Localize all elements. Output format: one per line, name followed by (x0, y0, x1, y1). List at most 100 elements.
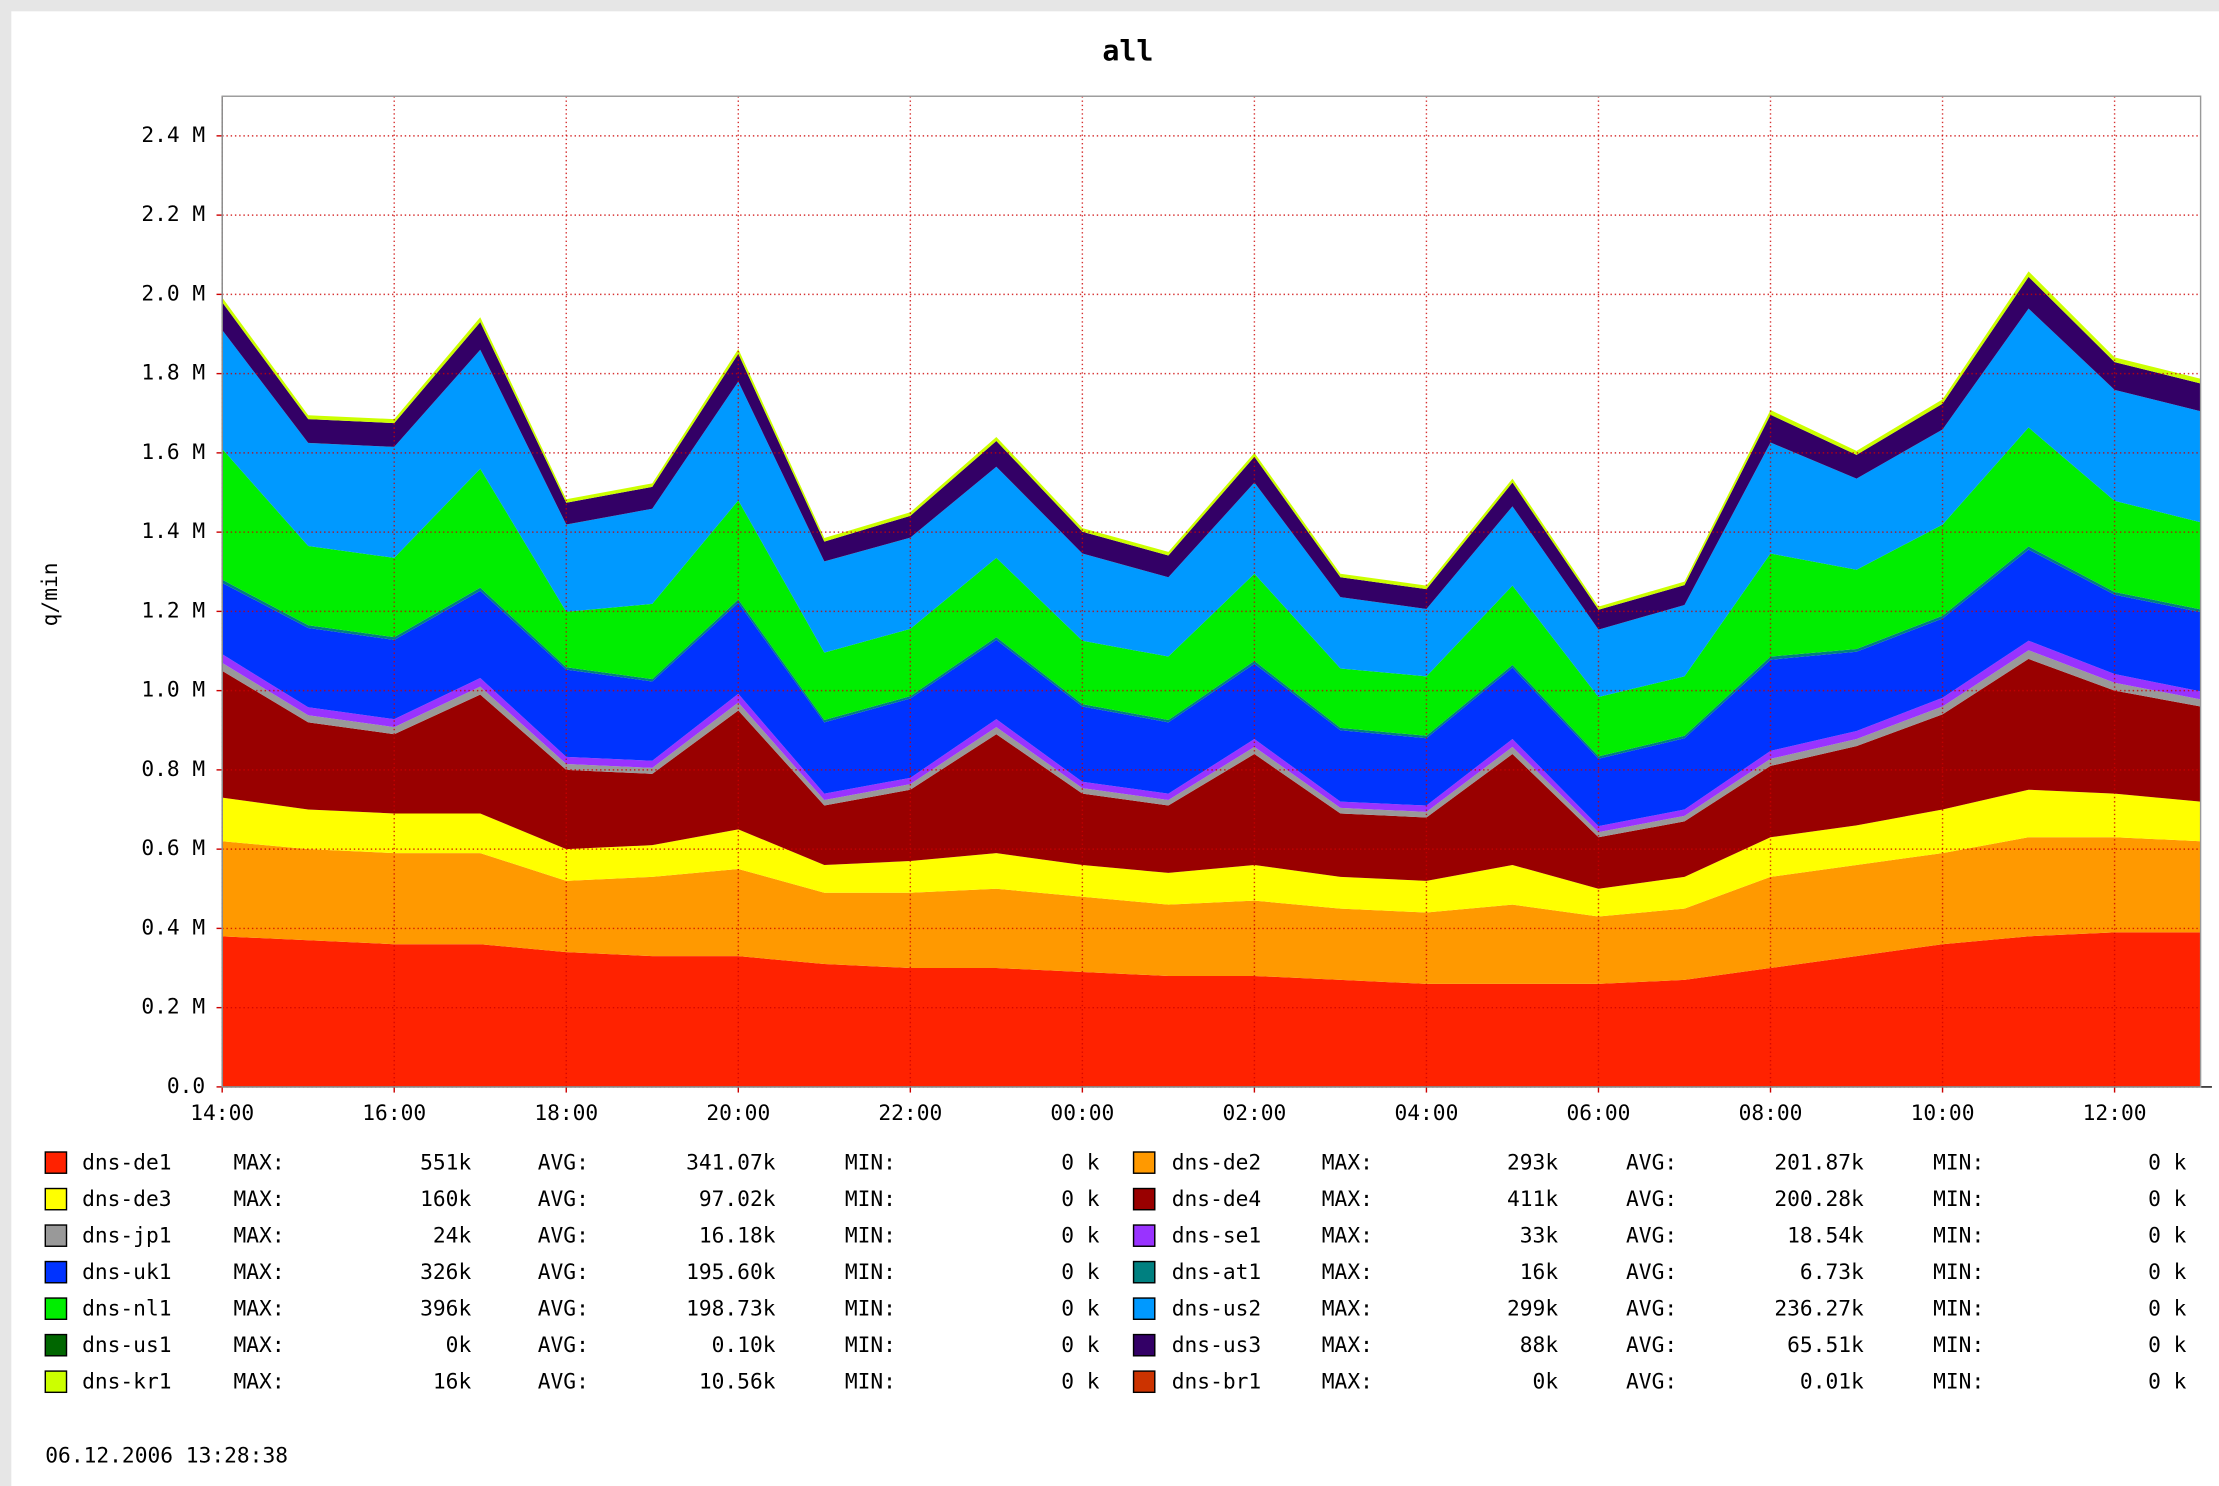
legend-swatch (1132, 1260, 1156, 1284)
legend-name: dns-jp1 (82, 1223, 171, 1248)
legend-avg: 201.87k (1774, 1150, 1864, 1175)
legend-max: 0k (1533, 1369, 1559, 1394)
footer-date: 06.12.2006 13:28:38 (45, 1443, 288, 1468)
legend-stat-label: MAX: (234, 1296, 285, 1321)
y-tick-label: 0.8 M (141, 757, 205, 782)
legend-min: 0 k (2148, 1223, 2187, 1248)
legend-max: 16k (1520, 1260, 1559, 1285)
legend-stat-label: MIN: (845, 1223, 896, 1248)
legend-stat-label: MIN: (845, 1150, 896, 1175)
x-tick-label: 04:00 (1395, 1101, 1459, 1126)
legend-stat-label: MAX: (1322, 1223, 1373, 1248)
legend-stat-label: MIN: (1933, 1260, 1984, 1285)
y-tick-label: 2.2 M (141, 202, 205, 227)
legend-stat-label: MAX: (234, 1223, 285, 1248)
legend-swatch (1132, 1297, 1156, 1320)
legend-avg: 6.73k (1800, 1260, 1864, 1285)
legend-stat-label: MAX: (234, 1187, 285, 1212)
area (222, 276, 2201, 630)
legend-max: 24k (433, 1223, 472, 1248)
legend-min: 0 k (2148, 1150, 2187, 1175)
legend-stat-label: MIN: (845, 1260, 896, 1285)
legend-swatch (44, 1224, 68, 1247)
legend-stat-label: MAX: (234, 1260, 285, 1285)
legend-avg: 97.02k (699, 1187, 776, 1212)
x-tick-label: 02:00 (1222, 1101, 1286, 1126)
legend-stat-label: AVG: (538, 1296, 589, 1321)
legend-stat-label: MIN: (1933, 1187, 1984, 1212)
legend-max: 16k (433, 1369, 472, 1394)
legend-max: 0k (446, 1333, 472, 1358)
x-tick-label: 10:00 (1911, 1101, 1975, 1126)
legend-name: dns-at1 (1172, 1260, 1261, 1285)
legend-swatch (44, 1151, 68, 1174)
legend-swatch (44, 1187, 68, 1211)
x-tick-label: 18:00 (534, 1101, 598, 1126)
legend-min: 0 k (1061, 1333, 1100, 1358)
legend-swatch (1132, 1370, 1156, 1394)
legend-stat-label: AVG: (538, 1333, 589, 1358)
legend-stat-label: AVG: (538, 1260, 589, 1285)
legend-stat-label: AVG: (1626, 1260, 1677, 1285)
area (222, 650, 2201, 838)
legend-min: 0 k (1061, 1296, 1100, 1321)
legend-name: dns-uk1 (82, 1260, 171, 1285)
legend-swatch (1132, 1187, 1156, 1211)
legend-stat-label: MIN: (845, 1333, 896, 1358)
legend-stat-label: AVG: (538, 1187, 589, 1212)
area (222, 549, 2201, 827)
legend-max: 411k (1507, 1187, 1558, 1212)
legend-stat-label: AVG: (1626, 1187, 1677, 1212)
y-tick-label: 1.4 M (141, 519, 205, 544)
y-tick-label: 1.6 M (141, 440, 205, 465)
legend-stat-label: MAX: (234, 1150, 285, 1175)
legend-avg: 0.10k (712, 1333, 776, 1358)
x-tick-label: 14:00 (190, 1101, 254, 1126)
legend-stat-label: MAX: (234, 1333, 285, 1358)
legend-swatch (44, 1370, 68, 1394)
chart-title: all (1102, 34, 1153, 67)
legend-avg: 10.56k (699, 1369, 776, 1394)
area (222, 640, 2201, 833)
legend-stat-label: MIN: (845, 1296, 896, 1321)
legend-stat-label: MIN: (1933, 1296, 1984, 1321)
legend-stat-label: MIN: (1933, 1150, 1984, 1175)
legend-swatch (44, 1297, 68, 1320)
legend-min: 0 k (1061, 1187, 1100, 1212)
legend-stat-label: MAX: (1322, 1333, 1373, 1358)
y-tick-label: 1.0 M (141, 678, 205, 703)
legend-min: 0 k (1061, 1150, 1100, 1175)
area (222, 308, 2201, 697)
legend-stat-label: MAX: (1322, 1187, 1373, 1212)
area (222, 837, 2201, 984)
legend-stat-label: AVG: (1626, 1296, 1677, 1321)
y-axis-label: q/min (38, 562, 63, 626)
y-tick-label: 1.8 M (141, 361, 205, 386)
legend-max: 33k (1520, 1223, 1559, 1248)
legend-min: 0 k (2148, 1260, 2187, 1285)
legend-stat-label: MAX: (1322, 1150, 1373, 1175)
legend-name: dns-de1 (82, 1150, 171, 1175)
legend-min: 0 k (1061, 1369, 1100, 1394)
legend-max: 396k (420, 1296, 471, 1321)
legend-stat-label: AVG: (538, 1223, 589, 1248)
area (222, 658, 2201, 889)
legend-avg: 200.28k (1774, 1187, 1864, 1212)
legend-avg: 0.01k (1800, 1369, 1864, 1394)
x-tick-label: 06:00 (1567, 1101, 1631, 1126)
y-tick-label: 1.2 M (141, 598, 205, 623)
legend-stat-label: MAX: (234, 1369, 285, 1394)
area (222, 546, 2201, 759)
legend-name: dns-us2 (1172, 1296, 1261, 1321)
x-tick-label: 00:00 (1050, 1101, 1114, 1126)
y-tick-label: 2.0 M (141, 281, 205, 306)
x-tick-label: 08:00 (1739, 1101, 1803, 1126)
legend-stat-label: MIN: (845, 1187, 896, 1212)
legend-stat-label: MIN: (1933, 1223, 1984, 1248)
legend-stat-label: MAX: (1322, 1296, 1373, 1321)
legend-name: dns-us1 (82, 1333, 171, 1358)
area (222, 789, 2201, 917)
x-tick-label: 16:00 (362, 1101, 426, 1126)
legend-avg: 341.07k (686, 1150, 776, 1175)
